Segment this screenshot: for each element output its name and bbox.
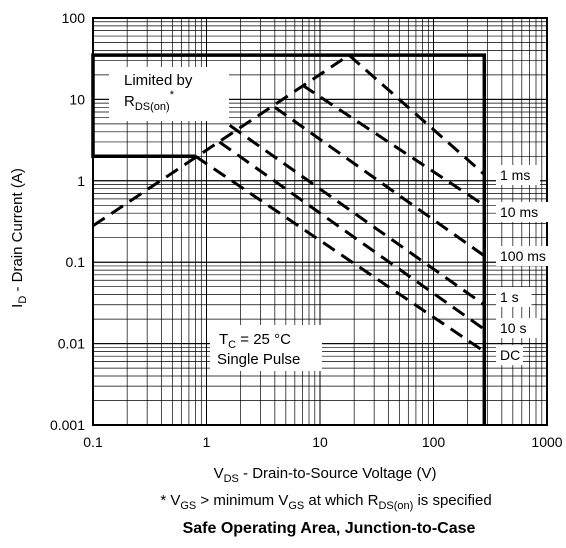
series-label-1-s: 1 s	[500, 289, 519, 305]
series-label-100-ms: 100 ms	[500, 248, 546, 264]
x-axis-label: VDS - Drain-to-Source Voltage (V)	[214, 465, 437, 485]
y-tick-label: 1	[77, 173, 85, 189]
x-tick-labels: 0.1 1 10 100 1000	[83, 434, 563, 450]
y-tick-label: 0.001	[50, 417, 85, 433]
limit-label-line1: Limited by	[124, 72, 193, 89]
footnote: * VGS > minimum VGS at which RDS(on) is …	[160, 492, 491, 512]
series-label-bg-1-ms	[496, 165, 540, 185]
chart-title: Safe Operating Area, Junction-to-Case	[183, 520, 476, 537]
series-label-bg-10-s	[496, 318, 540, 338]
series-label-dc: DC	[500, 347, 520, 363]
x-tick-label: 100	[422, 434, 446, 450]
series-line-dc	[194, 155, 486, 353]
series-layer	[91, 53, 487, 425]
conditions-box	[210, 325, 322, 371]
y-tick-label: 0.1	[66, 254, 86, 270]
series-label-bg-1-s	[496, 287, 532, 307]
condition-pulse: Single Pulse	[217, 351, 300, 368]
series-label-bg-100-ms	[496, 246, 557, 266]
y-tick-labels: 0.001 0.01 0.1 1 10 100	[50, 10, 85, 433]
y-tick-label: 0.01	[58, 336, 85, 352]
x-tick-label: 1000	[531, 434, 562, 450]
series-line-10-s	[218, 140, 486, 331]
series-line-1-s	[228, 124, 486, 307]
y-tick-label: 100	[62, 10, 86, 26]
series-label-10-ms: 10 ms	[500, 204, 538, 220]
x-tick-label: 1	[203, 434, 211, 450]
series-labels: 1 ms 10 ms 100 ms 1 s 10 s DC	[496, 165, 557, 365]
series-label-bg-10-ms	[496, 202, 549, 222]
y-tick-label: 10	[69, 91, 85, 107]
series-label-1-ms: 1 ms	[500, 167, 530, 183]
limit-label-line2: RDS(on)*	[124, 89, 175, 113]
series-line-10-ms	[301, 83, 486, 207]
series-label-bg-dc	[496, 345, 523, 365]
conditions-annotation: TC = 25 °C Single Pulse	[210, 325, 322, 371]
series-label-10-s: 10 s	[500, 320, 526, 336]
x-tick-label: 10	[312, 434, 328, 450]
series-line-1-ms	[92, 53, 486, 228]
limit-annotation: Limited by RDS(on)*	[109, 67, 229, 121]
limit-label-box	[109, 67, 229, 121]
x-tick-label: 0.1	[83, 434, 103, 450]
series-line-100-ms	[273, 106, 486, 258]
y-axis-label: ID - Drain Current (A)	[9, 168, 29, 308]
condition-temperature: TC = 25 °C	[219, 331, 291, 351]
soa-boundary-line	[91, 53, 487, 425]
